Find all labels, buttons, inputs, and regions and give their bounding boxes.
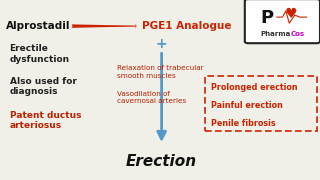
Text: ♥: ♥ <box>284 7 297 21</box>
Text: Erectile
dysfunction: Erectile dysfunction <box>10 44 70 64</box>
Text: Pharma: Pharma <box>260 31 291 37</box>
Text: P: P <box>261 9 274 27</box>
Text: Penile fibrosis: Penile fibrosis <box>211 119 275 128</box>
Text: Patent ductus
arteriosus: Patent ductus arteriosus <box>10 111 81 130</box>
Text: +: + <box>156 37 167 51</box>
Text: PGE1 Analogue: PGE1 Analogue <box>142 21 232 31</box>
FancyBboxPatch shape <box>205 76 317 130</box>
Text: Relaxation of trabecular
smooth muscles: Relaxation of trabecular smooth muscles <box>117 65 204 79</box>
Text: Erection: Erection <box>126 154 197 170</box>
FancyBboxPatch shape <box>245 0 320 43</box>
Text: Cos: Cos <box>291 31 305 37</box>
Text: Also used for
diagnosis: Also used for diagnosis <box>10 76 76 96</box>
Text: Painful erection: Painful erection <box>211 101 283 110</box>
Text: Vasodilation of
cavernosal arteries: Vasodilation of cavernosal arteries <box>117 91 186 104</box>
Text: Alprostadil: Alprostadil <box>6 21 71 31</box>
Text: Prolonged erection: Prolonged erection <box>211 83 297 92</box>
